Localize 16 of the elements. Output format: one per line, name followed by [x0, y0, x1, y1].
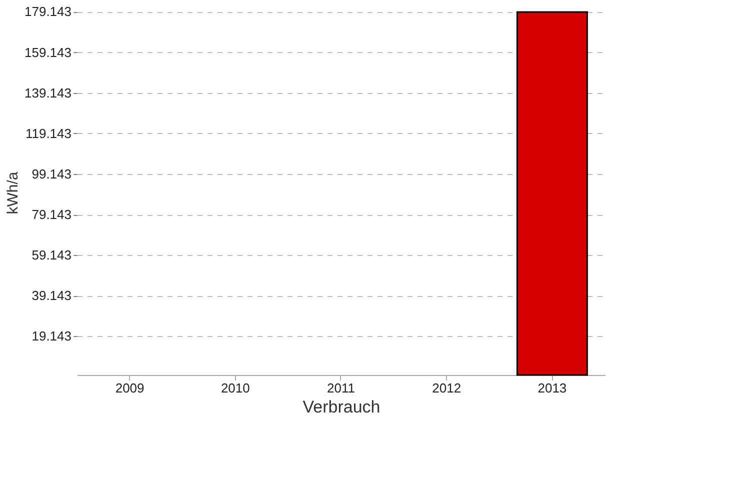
x-tick-label: 2010 [220, 380, 250, 396]
y-tick-label: 179.143 [24, 4, 72, 20]
y-tick-label: 79.143 [32, 207, 72, 222]
x-tick-label: 2009 [115, 380, 144, 396]
y-tick-label: 159.143 [24, 44, 72, 60]
y-axis-title: kWh/a [4, 171, 22, 214]
x-tick-label: 2012 [432, 380, 462, 396]
y-tick-label: 99.143 [32, 166, 72, 182]
y-tick-label: 39.143 [32, 288, 72, 304]
y-tick-label: 119.143 [25, 126, 72, 141]
x-tick-label: 2011 [327, 380, 355, 396]
y-tick-label: 139.143 [24, 85, 72, 100]
y-tick-label: 59.143 [32, 248, 72, 263]
x-axis-title: Verbrauch [302, 398, 380, 416]
x-tick-label: 2013 [538, 380, 567, 396]
y-tick-label: 19.143 [32, 328, 72, 344]
